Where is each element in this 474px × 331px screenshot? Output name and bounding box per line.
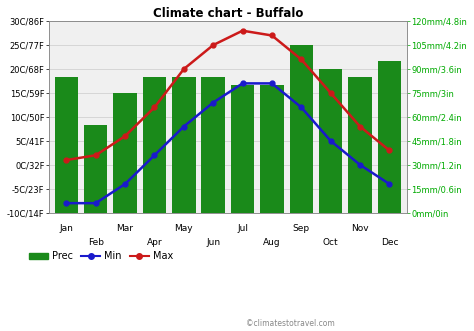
- Bar: [201, 77, 225, 213]
- Bar: [55, 77, 78, 213]
- Legend: Prec, Min, Max: Prec, Min, Max: [25, 248, 177, 265]
- Text: Jul: Jul: [237, 224, 248, 233]
- Bar: [231, 85, 255, 213]
- Bar: [113, 93, 137, 213]
- Title: Climate chart - Buffalo: Climate chart - Buffalo: [153, 7, 303, 20]
- Bar: [290, 45, 313, 213]
- Text: Sep: Sep: [293, 224, 310, 233]
- Bar: [143, 77, 166, 213]
- Text: Aug: Aug: [263, 238, 281, 247]
- Bar: [319, 69, 342, 213]
- Text: May: May: [174, 224, 193, 233]
- Text: Dec: Dec: [381, 238, 398, 247]
- Text: Oct: Oct: [323, 238, 338, 247]
- Text: Mar: Mar: [117, 224, 134, 233]
- Bar: [348, 77, 372, 213]
- Text: Jan: Jan: [59, 224, 73, 233]
- Text: Jun: Jun: [206, 238, 220, 247]
- Text: Nov: Nov: [351, 224, 369, 233]
- Text: Apr: Apr: [146, 238, 162, 247]
- Bar: [260, 85, 283, 213]
- Bar: [172, 77, 196, 213]
- Text: ©climatestotravel.com: ©climatestotravel.com: [246, 319, 335, 328]
- Bar: [84, 125, 108, 213]
- Bar: [378, 61, 401, 213]
- Text: Feb: Feb: [88, 238, 104, 247]
